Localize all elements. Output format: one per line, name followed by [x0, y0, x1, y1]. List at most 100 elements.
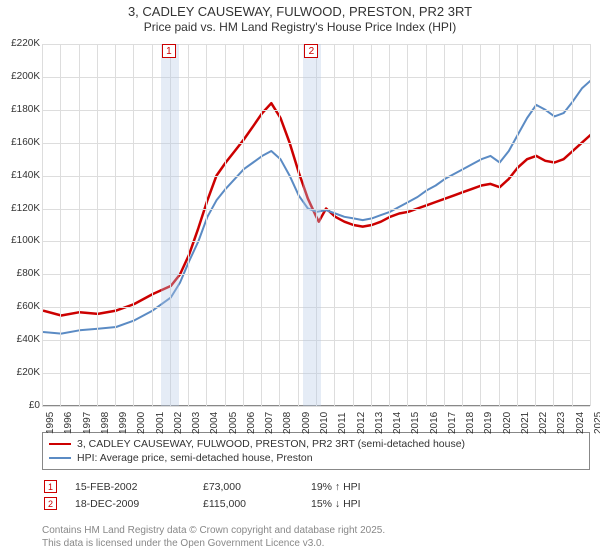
- ytick-label: £200K: [0, 71, 40, 82]
- xtick-label: 2023: [556, 412, 567, 434]
- legend-label: 3, CADLEY CAUSEWAY, FULWOOD, PRESTON, PR…: [77, 438, 465, 450]
- legend-row: 3, CADLEY CAUSEWAY, FULWOOD, PRESTON, PR…: [49, 437, 583, 451]
- xtick-label: 2017: [447, 412, 458, 434]
- xtick-label: 2012: [356, 412, 367, 434]
- legend-label: HPI: Average price, semi-detached house,…: [77, 452, 313, 464]
- xtick-label: 2016: [429, 412, 440, 434]
- chart-subtitle: Price paid vs. HM Land Registry's House …: [0, 20, 600, 38]
- ytick-label: £120K: [0, 203, 40, 214]
- ytick-label: £140K: [0, 170, 40, 181]
- xtick-label: 2000: [136, 412, 147, 434]
- xtick-label: 2019: [483, 412, 494, 434]
- annotation-row: 2 18-DEC-2009 £115,000 15% ↓ HPI: [42, 495, 590, 512]
- xtick-label: 2018: [465, 412, 476, 434]
- xtick-label: 2003: [191, 412, 202, 434]
- x-gridline: [42, 44, 43, 406]
- xtick-label: 2015: [410, 412, 421, 434]
- x-gridline: [261, 44, 262, 406]
- x-gridline: [353, 44, 354, 406]
- xtick-label: 1999: [118, 412, 129, 434]
- x-gridline: [590, 44, 591, 406]
- xtick-label: 2011: [337, 412, 348, 434]
- x-gridline: [225, 44, 226, 406]
- x-gridline: [298, 44, 299, 406]
- marker-box: 1: [162, 44, 176, 58]
- x-gridline: [389, 44, 390, 406]
- x-gridline: [480, 44, 481, 406]
- highlight-band: [161, 44, 179, 406]
- x-gridline: [572, 44, 573, 406]
- annotation-marker: 1: [44, 480, 57, 493]
- chart-title: 3, CADLEY CAUSEWAY, FULWOOD, PRESTON, PR…: [0, 0, 600, 20]
- x-gridline: [279, 44, 280, 406]
- marker-box: 2: [304, 44, 318, 58]
- x-gridline: [97, 44, 98, 406]
- x-gridline: [79, 44, 80, 406]
- x-gridline: [553, 44, 554, 406]
- ytick-label: £220K: [0, 38, 40, 49]
- legend-row: HPI: Average price, semi-detached house,…: [49, 451, 583, 465]
- xtick-label: 2005: [228, 412, 239, 434]
- y-gridline: [42, 406, 590, 407]
- ytick-label: £100K: [0, 235, 40, 246]
- ytick-label: £60K: [0, 301, 40, 312]
- footer-line-2: This data is licensed under the Open Gov…: [42, 537, 590, 550]
- xtick-label: 2010: [319, 412, 330, 434]
- annotation-marker: 2: [44, 497, 57, 510]
- annotation-date: 15-FEB-2002: [75, 481, 185, 493]
- x-gridline: [462, 44, 463, 406]
- x-gridline: [535, 44, 536, 406]
- xtick-label: 1995: [45, 412, 56, 434]
- x-gridline: [371, 44, 372, 406]
- x-gridline: [60, 44, 61, 406]
- ytick-label: £0: [0, 400, 40, 411]
- annotation-date: 18-DEC-2009: [75, 498, 185, 510]
- x-gridline: [517, 44, 518, 406]
- x-gridline: [188, 44, 189, 406]
- x-gridline: [206, 44, 207, 406]
- x-gridline: [499, 44, 500, 406]
- ytick-label: £160K: [0, 137, 40, 148]
- x-gridline: [115, 44, 116, 406]
- ytick-label: £180K: [0, 104, 40, 115]
- xtick-label: 2024: [575, 412, 586, 434]
- annotation-table: 1 15-FEB-2002 £73,000 19% ↑ HPI 2 18-DEC-2009…: [42, 478, 590, 512]
- annotation-hpi: 19% ↑ HPI: [311, 481, 401, 493]
- x-gridline: [243, 44, 244, 406]
- xtick-label: 1998: [100, 412, 111, 434]
- xtick-label: 2014: [392, 412, 403, 434]
- xtick-label: 2002: [173, 412, 184, 434]
- x-gridline: [444, 44, 445, 406]
- ytick-label: £80K: [0, 268, 40, 279]
- xtick-label: 1996: [63, 412, 74, 434]
- xtick-label: 2004: [209, 412, 220, 434]
- xtick-label: 1997: [82, 412, 93, 434]
- legend-swatch: [49, 443, 71, 445]
- chart-container: { "title": "3, CADLEY CAUSEWAY, FULWOOD,…: [0, 0, 600, 560]
- xtick-label: 2008: [282, 412, 293, 434]
- annotation-price: £115,000: [203, 498, 293, 510]
- xtick-label: 2021: [520, 412, 531, 434]
- footer-line-1: Contains HM Land Registry data © Crown c…: [42, 524, 590, 537]
- xtick-label: 2013: [374, 412, 385, 434]
- x-gridline: [407, 44, 408, 406]
- x-gridline: [152, 44, 153, 406]
- ytick-label: £20K: [0, 367, 40, 378]
- legend-box: 3, CADLEY CAUSEWAY, FULWOOD, PRESTON, PR…: [42, 432, 590, 470]
- legend-swatch: [49, 457, 71, 459]
- annotation-price: £73,000: [203, 481, 293, 493]
- x-gridline: [334, 44, 335, 406]
- ytick-label: £40K: [0, 334, 40, 345]
- xtick-label: 2022: [538, 412, 549, 434]
- x-gridline: [133, 44, 134, 406]
- footer-text: Contains HM Land Registry data © Crown c…: [42, 524, 590, 550]
- xtick-label: 2007: [264, 412, 275, 434]
- annotation-hpi: 15% ↓ HPI: [311, 498, 401, 510]
- xtick-label: 2006: [246, 412, 257, 434]
- annotation-row: 1 15-FEB-2002 £73,000 19% ↑ HPI: [42, 478, 590, 495]
- xtick-label: 2025: [593, 412, 600, 434]
- xtick-label: 2009: [301, 412, 312, 434]
- xtick-label: 2001: [155, 412, 166, 434]
- xtick-label: 2020: [502, 412, 513, 434]
- highlight-band: [303, 44, 321, 406]
